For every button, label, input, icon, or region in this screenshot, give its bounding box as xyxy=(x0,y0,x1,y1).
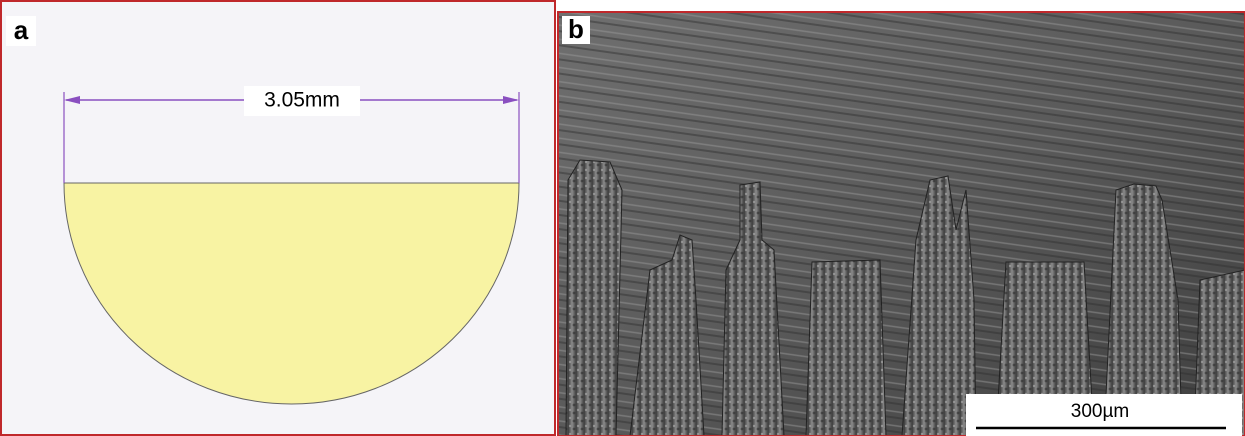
scale-bar-label: 300µm xyxy=(1071,401,1129,422)
fiber xyxy=(806,260,886,436)
dimension-label: 3.05mm xyxy=(264,89,340,112)
panel-b: b 300µm xyxy=(558,12,1245,436)
figure: 3.05mm a b 300µm xyxy=(0,0,1245,436)
panel-label: a xyxy=(14,15,29,45)
fiber xyxy=(566,160,622,436)
page: 3.05mm a b 300µm (() => { const data = J… xyxy=(0,0,1245,436)
panel-label: b xyxy=(568,14,584,44)
panel-a: 3.05mm a xyxy=(1,1,555,435)
